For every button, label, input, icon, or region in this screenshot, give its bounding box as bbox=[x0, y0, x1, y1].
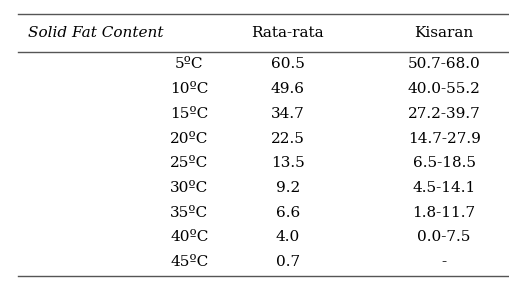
Text: 1.8-11.7: 1.8-11.7 bbox=[412, 206, 475, 220]
Text: -: - bbox=[441, 255, 446, 269]
Text: 0.7: 0.7 bbox=[275, 255, 299, 269]
Text: 40ºC: 40ºC bbox=[170, 230, 208, 244]
Text: 14.7-27.9: 14.7-27.9 bbox=[407, 131, 479, 146]
Text: Solid Fat Content: Solid Fat Content bbox=[28, 26, 163, 40]
Text: 22.5: 22.5 bbox=[270, 131, 304, 146]
Text: 49.6: 49.6 bbox=[270, 82, 304, 96]
Text: 6.5-18.5: 6.5-18.5 bbox=[412, 156, 475, 170]
Text: 20ºC: 20ºC bbox=[170, 131, 208, 146]
Text: 45ºC: 45ºC bbox=[170, 255, 208, 269]
Text: 34.7: 34.7 bbox=[270, 107, 304, 121]
Text: 0.0-7.5: 0.0-7.5 bbox=[417, 230, 470, 244]
Text: 5ºC: 5ºC bbox=[175, 57, 203, 72]
Text: 6.6: 6.6 bbox=[275, 206, 299, 220]
Text: 15ºC: 15ºC bbox=[170, 107, 208, 121]
Text: 50.7-68.0: 50.7-68.0 bbox=[407, 57, 479, 72]
Text: 35ºC: 35ºC bbox=[170, 206, 208, 220]
Text: 4.5-14.1: 4.5-14.1 bbox=[412, 181, 475, 195]
Text: 10ºC: 10ºC bbox=[170, 82, 208, 96]
Text: 60.5: 60.5 bbox=[270, 57, 304, 72]
Text: 27.2-39.7: 27.2-39.7 bbox=[407, 107, 479, 121]
Text: 40.0-55.2: 40.0-55.2 bbox=[407, 82, 479, 96]
Text: 13.5: 13.5 bbox=[270, 156, 304, 170]
Text: 30ºC: 30ºC bbox=[170, 181, 208, 195]
Text: Rata-rata: Rata-rata bbox=[251, 26, 323, 40]
Text: 9.2: 9.2 bbox=[275, 181, 299, 195]
Text: 4.0: 4.0 bbox=[275, 230, 299, 244]
Text: Kisaran: Kisaran bbox=[414, 26, 473, 40]
Text: 25ºC: 25ºC bbox=[170, 156, 208, 170]
